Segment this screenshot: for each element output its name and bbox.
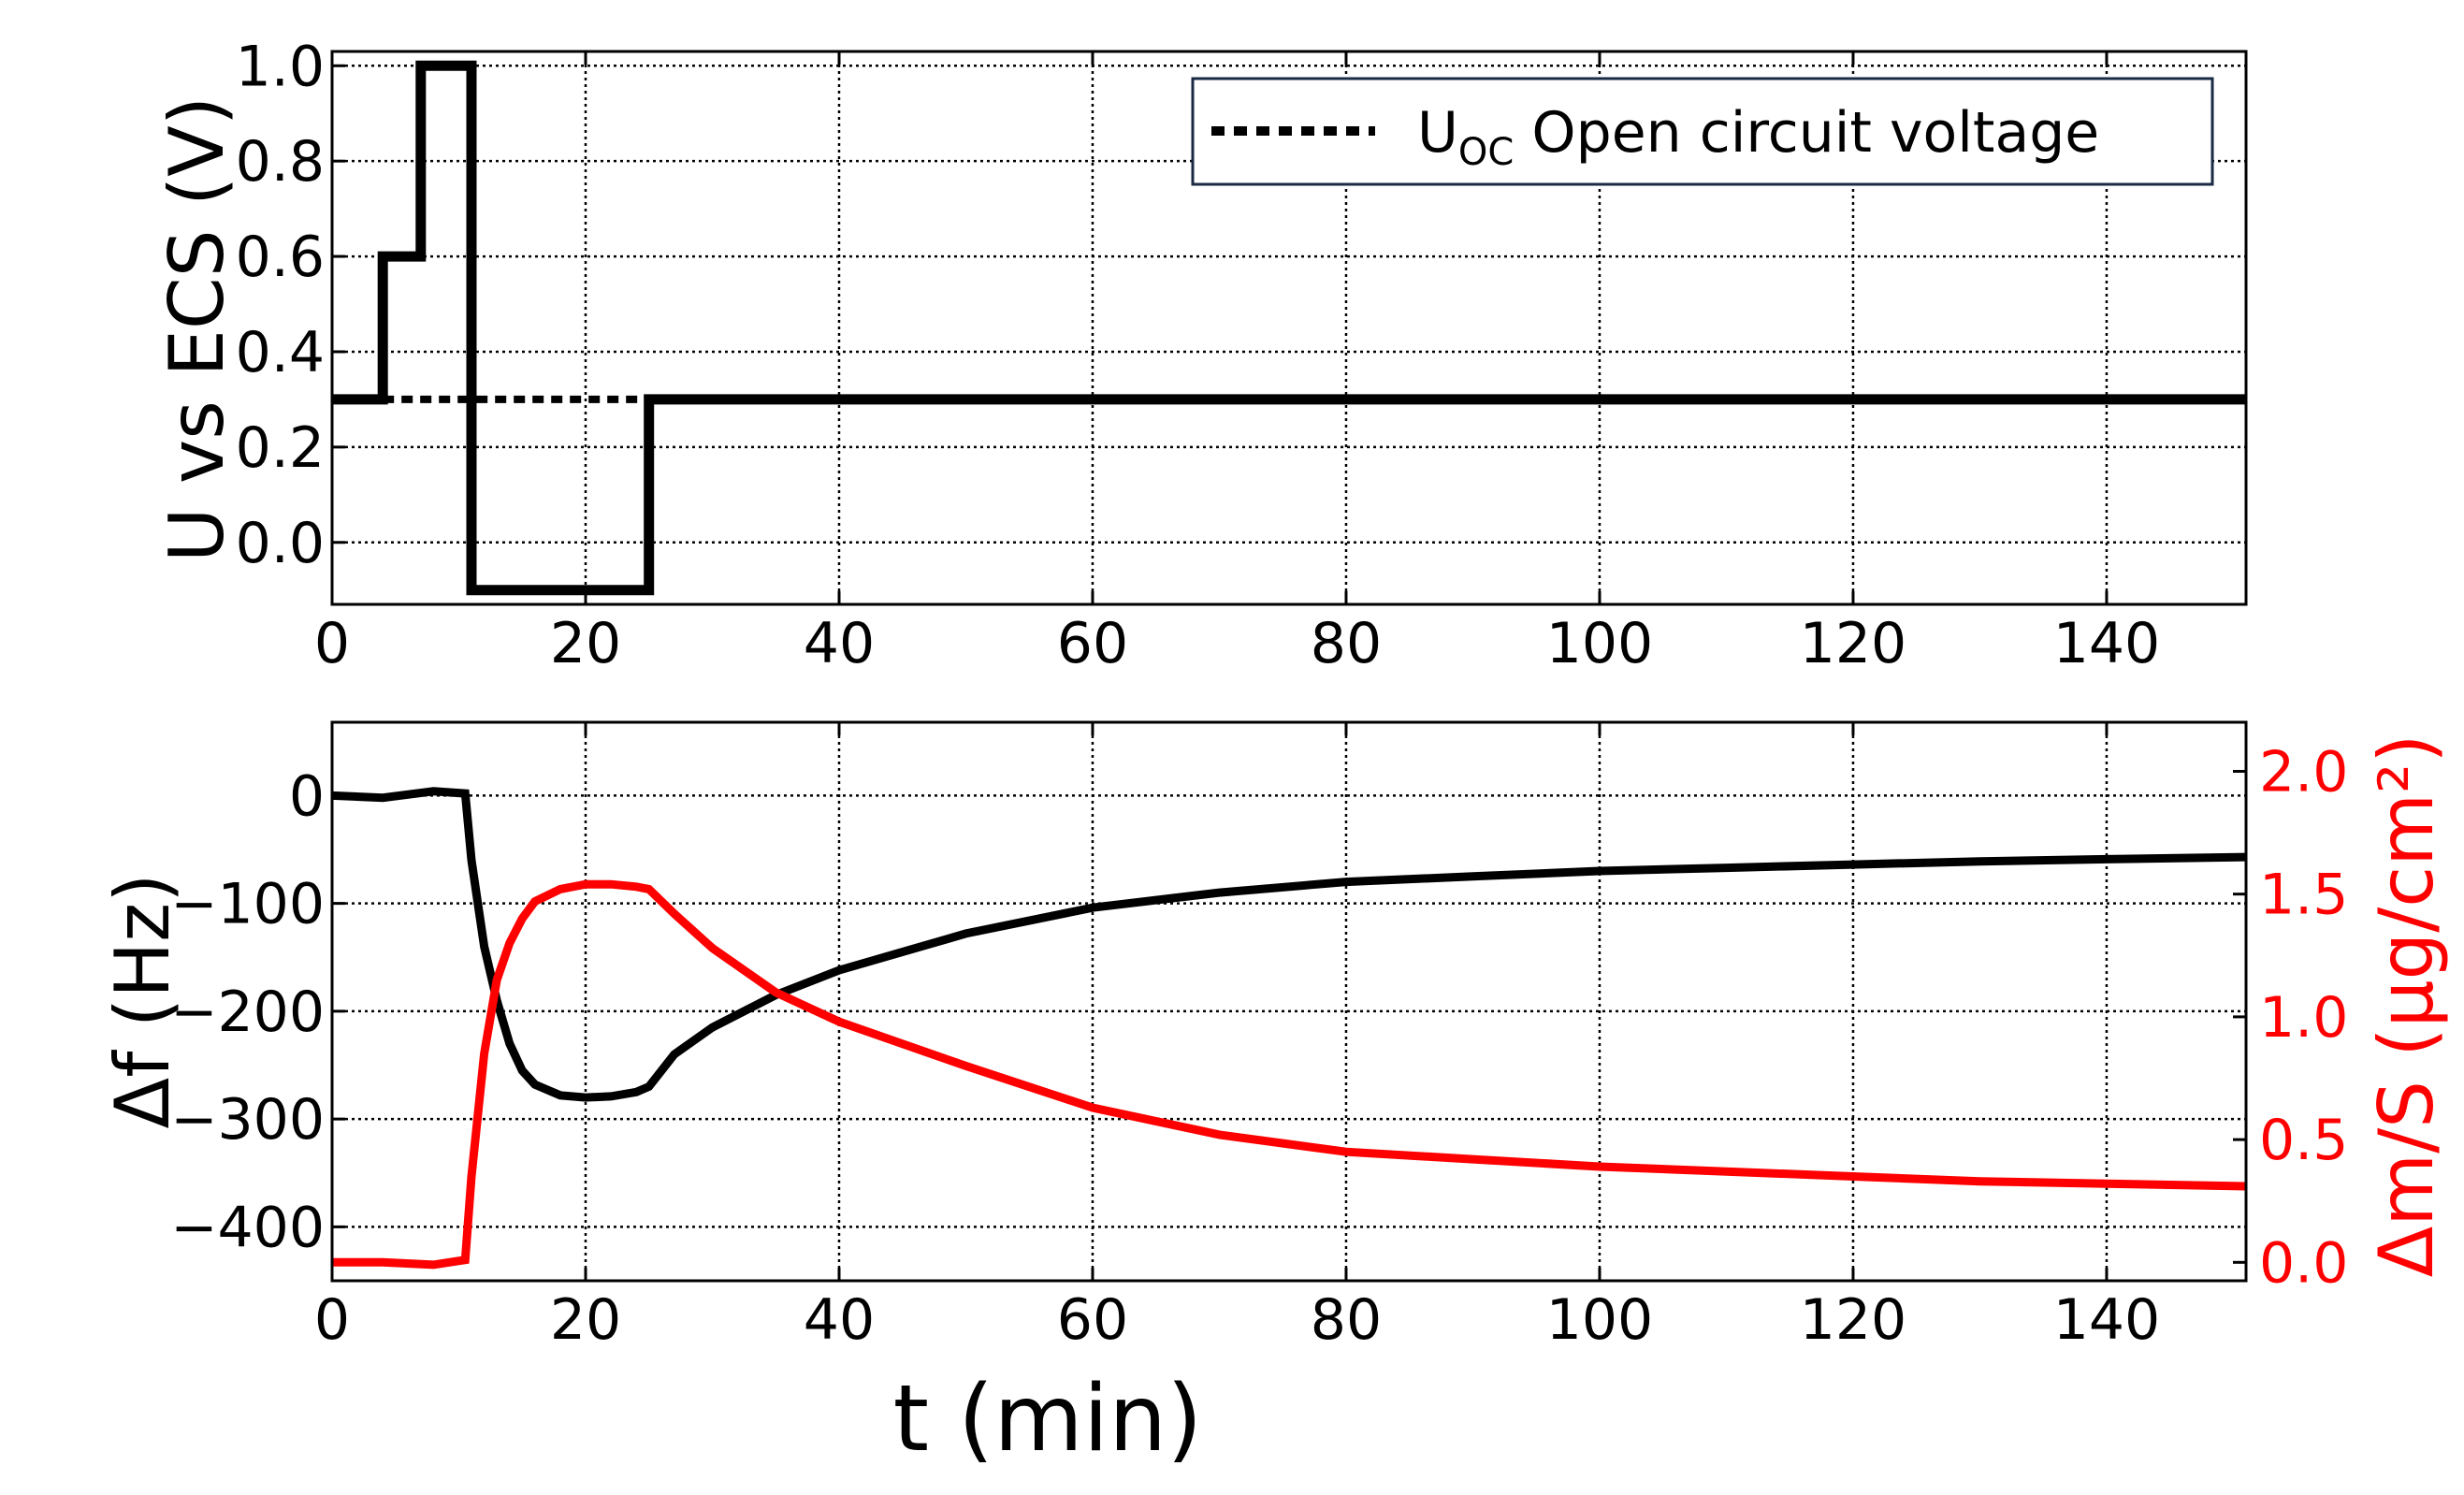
- y-tick-label: −100: [170, 872, 325, 937]
- frequency-mass-panel: 0 20 40 60 80 100 120 140 −400 −300 −200 −100 0 0.0…: [99, 720, 2450, 1473]
- x-tick-label: 140: [2053, 611, 2161, 676]
- x-tick-label: 80: [1311, 611, 1382, 676]
- voltage-x-ticks: 0 20 40 60 80 100 120 140: [314, 51, 2160, 676]
- y-right-tick-label: 1.0: [2259, 985, 2348, 1051]
- y-right-tick-label: 2.0: [2259, 739, 2348, 805]
- mass-y-axis-label: Δm/S (μg/cm²): [2363, 734, 2450, 1278]
- y-tick-label: 0.0: [236, 511, 325, 576]
- y-tick-label: −400: [170, 1195, 325, 1260]
- frequency-x-ticks: 0 20 40 60 80 100 120 140: [314, 722, 2160, 1353]
- x-tick-label: 40: [804, 1287, 875, 1353]
- x-tick-label: 0: [314, 611, 350, 676]
- y-tick-label: 1.0: [236, 34, 325, 99]
- frequency-grid: [332, 722, 2246, 1281]
- legend-label-text: Open circuit voltage: [1514, 100, 2099, 166]
- legend-label-symbol: U: [1417, 100, 1458, 166]
- voltage-y-axis-label: U vs ECS (V): [153, 96, 240, 562]
- voltage-series: [332, 60, 2246, 596]
- mass-y-ticks-right: 0.0 0.5 1.0 1.5 2.0: [2233, 739, 2348, 1296]
- voltage-y-ticks: 0.0 0.2 0.4 0.6 0.8 1.0: [236, 34, 345, 576]
- y-tick-label: −200: [170, 980, 325, 1045]
- voltage-plot-frame: [330, 50, 2248, 606]
- x-tick-label: 20: [550, 1287, 621, 1353]
- frequency-y-ticks-left: −400 −300 −200 −100 0: [170, 763, 345, 1260]
- y-right-tick-label: 1.5: [2259, 863, 2348, 928]
- mass-series-line: [332, 879, 2247, 1270]
- x-tick-label: 100: [1546, 611, 1654, 676]
- legend-box: [1191, 77, 2214, 186]
- legend-label-subscript: OC: [1458, 131, 1514, 174]
- voltage-series-line: [332, 60, 2246, 596]
- x-tick-label: 120: [1800, 1287, 1907, 1353]
- x-tick-label: 120: [1800, 611, 1907, 676]
- y-tick-label: 0.8: [236, 129, 325, 195]
- frequency-mass-series: [331, 787, 2247, 1270]
- frequency-y-axis-label: Δf (Hz): [99, 874, 186, 1129]
- legend-label: UOC Open circuit voltage: [1417, 100, 2099, 174]
- x-axis-label: t (min): [893, 1366, 1203, 1473]
- y-tick-label: 0.6: [236, 225, 325, 290]
- x-tick-label: 100: [1546, 1287, 1654, 1353]
- legend: UOC Open circuit voltage: [1191, 77, 2214, 186]
- frequency-series-line: [331, 787, 2247, 1102]
- x-tick-label: 40: [804, 611, 875, 676]
- y-tick-label: 0.4: [236, 320, 325, 385]
- y-tick-label: 0.2: [236, 415, 325, 481]
- frequency-plot-frame: [330, 720, 2248, 1283]
- x-tick-label: 80: [1311, 1287, 1382, 1353]
- x-tick-label: 60: [1057, 611, 1128, 676]
- y-tick-label: 0: [289, 763, 325, 829]
- y-right-tick-label: 0.5: [2259, 1108, 2348, 1173]
- x-tick-label: 140: [2053, 1287, 2161, 1353]
- y-tick-label: −300: [170, 1087, 325, 1153]
- x-tick-label: 0: [314, 1287, 350, 1353]
- voltage-panel: 0 20 40 60 80 100 120 140 0.0 0.2 0.4 0.6 0.8 1.0 U …: [153, 34, 2248, 676]
- y-right-tick-label: 0.0: [2259, 1230, 2348, 1296]
- x-tick-label: 20: [550, 611, 621, 676]
- x-tick-label: 60: [1057, 1287, 1128, 1353]
